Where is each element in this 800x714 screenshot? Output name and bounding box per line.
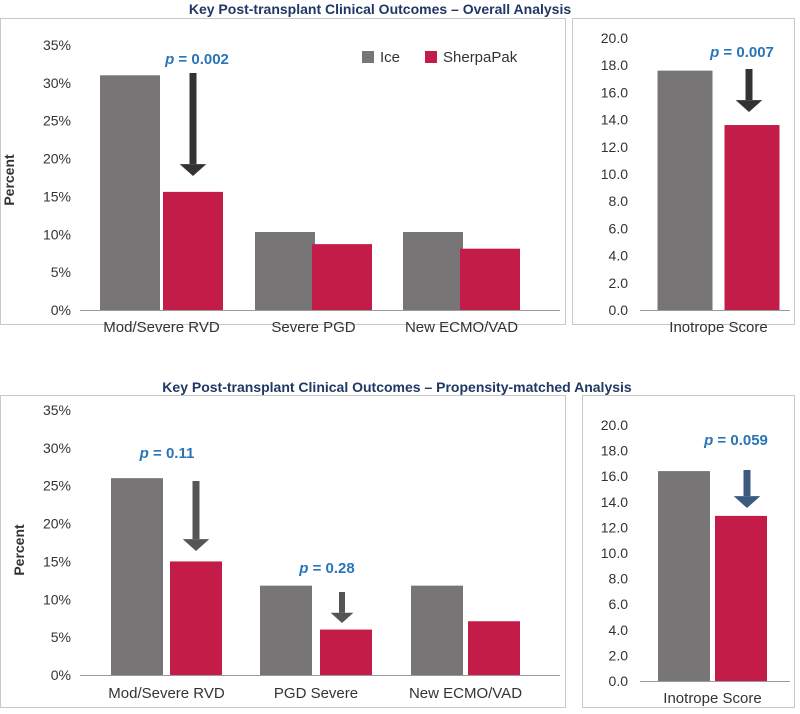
y-tick-label: 20% (43, 516, 71, 532)
y-tick-label: 30% (43, 440, 71, 456)
p-value-label: p = 0.059 (703, 432, 768, 449)
y-tick-label: 16.0 (601, 468, 628, 484)
bar-sherpapak-0 (725, 125, 780, 310)
bar-ice-1 (260, 586, 312, 675)
bar-ice-0 (100, 75, 160, 310)
bar-ice-2 (411, 586, 463, 675)
y-tick-label: 0% (51, 302, 71, 318)
y-tick-label: 6.0 (609, 220, 629, 236)
chart-title-overall: Key Post-transplant Clinical Outcomes – … (189, 1, 571, 17)
y-tick-label: 30% (43, 75, 71, 91)
decrease-arrow-icon-head (736, 100, 763, 112)
y-tick-label: 0.0 (609, 302, 629, 318)
bar-sherpapak-1 (320, 630, 372, 675)
bar-ice-0 (658, 71, 713, 310)
y-tick-label: 0% (51, 667, 71, 683)
category-label: Mod/Severe RVD (103, 319, 220, 336)
y-tick-label: 2.0 (609, 647, 629, 663)
y-tick-label: 8.0 (609, 571, 629, 587)
y-tick-label: 10% (43, 226, 71, 242)
decrease-arrow-icon-head (734, 496, 761, 508)
y-tick-label: 4.0 (609, 248, 629, 264)
bar-sherpapak-0 (715, 516, 767, 681)
category-label: New ECMO/VAD (405, 319, 518, 336)
y-tick-label: 8.0 (609, 193, 629, 209)
y-tick-label: 10.0 (601, 545, 628, 561)
y-tick-label: 20.0 (601, 417, 628, 433)
y-tick-label: 15% (43, 553, 71, 569)
category-label: Severe PGD (271, 319, 355, 336)
bar-sherpapak-0 (170, 561, 222, 675)
y-tick-label: 18.0 (601, 443, 628, 459)
y-tick-label: 5% (51, 629, 71, 645)
legend-swatch-ice (362, 51, 374, 63)
y-tick-label: 2.0 (609, 275, 629, 291)
legend-swatch-sherpapak (425, 51, 437, 63)
decrease-arrow-icon-shaft (190, 73, 197, 164)
category-label: New ECMO/VAD (409, 685, 522, 702)
bar-sherpapak-0 (163, 192, 223, 310)
category-label: Mod/Severe RVD (108, 685, 225, 702)
y-tick-label: 25% (43, 478, 71, 494)
legend-label-ice: Ice (380, 49, 400, 66)
y-tick-label: 5% (51, 264, 71, 280)
bar-ice-2 (403, 232, 463, 310)
y-tick-label: 35% (43, 37, 71, 53)
decrease-arrow-icon-shaft (193, 481, 200, 539)
p-value-label: p = 0.002 (164, 51, 229, 68)
category-label: Inotrope Score (669, 319, 767, 336)
decrease-arrow-icon-shaft (339, 592, 345, 613)
category-label: Inotrope Score (663, 690, 761, 707)
y-axis-label: Percent (11, 524, 27, 576)
bar-ice-0 (658, 471, 710, 681)
y-tick-label: 12.0 (601, 519, 628, 535)
bar-ice-0 (111, 478, 163, 675)
category-label: PGD Severe (274, 685, 358, 702)
p-value-label: p = 0.007 (709, 44, 774, 61)
y-tick-label: 15% (43, 188, 71, 204)
y-tick-label: 16.0 (601, 84, 628, 100)
p-value-label: p = 0.28 (298, 560, 354, 577)
bar-sherpapak-2 (460, 249, 520, 310)
chart-title-propensity: Key Post-transplant Clinical Outcomes – … (162, 379, 632, 395)
decrease-arrow-icon-shaft (746, 69, 753, 100)
y-tick-label: 10.0 (601, 166, 628, 182)
bar-ice-1 (255, 232, 315, 310)
bar-sherpapak-2 (468, 621, 520, 675)
y-tick-label: 10% (43, 591, 71, 607)
y-tick-label: 14.0 (601, 112, 628, 128)
y-tick-label: 35% (43, 402, 71, 418)
bar-sherpapak-1 (312, 244, 372, 310)
y-tick-label: 14.0 (601, 494, 628, 510)
decrease-arrow-icon-shaft (744, 470, 751, 496)
y-tick-label: 6.0 (609, 596, 629, 612)
decrease-arrow-icon-head (180, 164, 207, 176)
figure-canvas: Key Post-transplant Clinical Outcomes – … (0, 0, 800, 714)
p-value-label: p = 0.11 (139, 445, 195, 462)
y-tick-label: 12.0 (601, 139, 628, 155)
y-tick-label: 4.0 (609, 622, 629, 638)
y-tick-label: 25% (43, 113, 71, 129)
y-tick-label: 18.0 (601, 57, 628, 73)
decrease-arrow-icon-head (183, 539, 210, 551)
y-tick-label: 20% (43, 151, 71, 167)
y-tick-label: 0.0 (609, 673, 629, 689)
y-tick-label: 20.0 (601, 30, 628, 46)
legend-label-sherpapak: SherpaPak (443, 49, 518, 66)
y-axis-label: Percent (1, 154, 17, 206)
decrease-arrow-icon-head (331, 613, 354, 623)
